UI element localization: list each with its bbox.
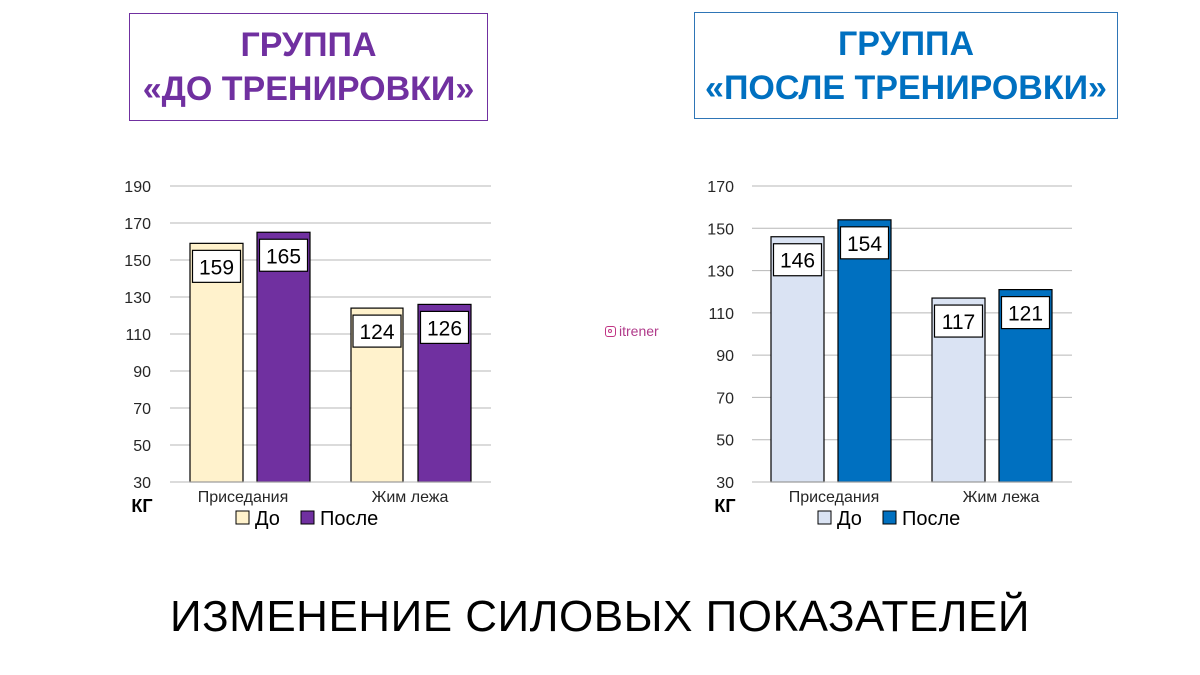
chart-after-legend-label-posle: После [902, 508, 960, 530]
watermark: itrener [605, 323, 659, 339]
chart-before-data-label-box [191, 249, 242, 283]
chart-before-bar-posle-1 [256, 231, 311, 483]
chart-before-category-label: Приседания [198, 489, 289, 506]
chart-before-bar-do-1 [189, 242, 244, 483]
chart-after-bar-posle-1 [837, 219, 892, 483]
chart-before-data-label-box [258, 238, 309, 272]
group-title-before-line2: «ДО ТРЕНИРОВКИ» [142, 70, 475, 108]
chart-after-category-label: Приседания [789, 489, 880, 506]
page-caption: ИЗМЕНЕНИЕ СИЛОВЫХ ПОКАЗАТЕЛЕЙ [169, 592, 1031, 641]
chart-before-data-label: 124 [359, 321, 394, 344]
chart-after-data-label: 117 [942, 311, 975, 334]
chart-after-data-label: 146 [780, 250, 815, 273]
chart-after-data-label-box [772, 243, 823, 277]
chart-before-y-tick-label: 50 [133, 438, 151, 455]
chart-after-data-label: 154 [847, 233, 882, 256]
chart-before-data-label-box [419, 310, 470, 344]
group-title-before: ГРУППА «ДО ТРЕНИРОВКИ» [129, 13, 488, 121]
chart-after-y-tick-label: 50 [716, 433, 734, 450]
chart-after-y-tick-label: 90 [716, 348, 734, 365]
chart-before-legend-swatch-do [235, 510, 250, 525]
chart-after-y-tick-label: 30 [716, 475, 734, 492]
chart-before-y-tick-label: 30 [133, 475, 151, 492]
chart-after-data-label-box [933, 304, 984, 338]
chart-before-y-tick-label: 130 [124, 290, 151, 307]
chart-before-y-tick-label: 190 [124, 179, 151, 196]
chart-after-y-tick-label: 130 [707, 264, 734, 281]
group-title-after: ГРУППА «ПОСЛЕ ТРЕНИРОВКИ» [694, 12, 1118, 119]
chart-before-legend-label-posle: После [320, 508, 378, 530]
group-title-after-line2: «ПОСЛЕ ТРЕНИРОВКИ» [705, 68, 1107, 107]
chart-after-legend-label-do: До [837, 508, 862, 530]
chart-before-unit-label: КГ [131, 496, 152, 516]
chart-before-data-label: 165 [266, 245, 301, 268]
chart-after-y-tick-label: 170 [707, 179, 734, 196]
instagram-icon [605, 325, 616, 337]
chart-before-y-tick-label: 110 [125, 327, 151, 344]
group-title-after-line1: ГРУППА [837, 24, 975, 63]
chart-after-legend-swatch-posle [882, 510, 897, 525]
chart-before-category-label: Жим лежа [372, 489, 449, 506]
chart-before-y-tick-label: 70 [133, 401, 151, 418]
watermark-handle: itrener [619, 323, 659, 339]
chart-before-legend-swatch-posle [300, 510, 315, 525]
chart-after-bar-do-1 [770, 236, 825, 483]
chart-before-data-label: 159 [199, 256, 234, 279]
chart-after-y-tick-label: 110 [708, 306, 734, 323]
chart-before-data-label: 126 [427, 317, 462, 340]
chart-after-unit-label: КГ [714, 496, 735, 516]
chart-after-data-label: 121 [1008, 303, 1043, 326]
group-title-before-line1: ГРУППА [240, 26, 377, 64]
chart-after-data-label-box [839, 226, 890, 260]
chart-before-y-tick-label: 150 [124, 253, 151, 270]
chart-before-legend-label-do: До [255, 508, 280, 530]
chart-after-y-tick-label: 70 [716, 390, 734, 407]
chart-after-data-label-box [1000, 296, 1051, 330]
chart-after-y-tick-label: 150 [707, 221, 734, 238]
chart-before-y-tick-label: 90 [133, 364, 151, 381]
chart-after-legend-swatch-do [817, 510, 832, 525]
chart-after-category-label: Жим лежа [963, 489, 1040, 506]
chart-before-data-label-box [352, 314, 402, 348]
chart-before-y-tick-label: 170 [124, 216, 151, 233]
